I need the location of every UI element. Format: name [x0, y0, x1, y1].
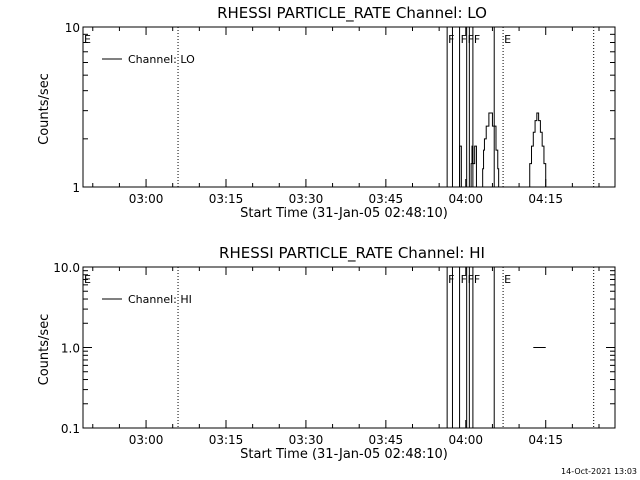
hi-y-axis-label: Counts/sec — [37, 314, 52, 386]
hi-chart-title: RHESSI PARTICLE_RATE Channel: HI — [219, 244, 485, 263]
lo-event-marker-label: F — [448, 33, 454, 46]
hi-x-axis-label: Start Time (31-Jan-05 02:48:10) — [240, 447, 448, 462]
lo-x-tick-label: 03:00 — [129, 192, 164, 206]
hi-event-marker-label: F — [461, 273, 467, 286]
lo-series-line — [457, 112, 547, 188]
lo-event-marker-label: F — [474, 33, 480, 46]
lo-x-tick-label: 03:30 — [289, 192, 324, 206]
hi-y-tick-label: 1.0 — [61, 342, 80, 356]
lo-y-axis-label: Counts/sec — [37, 73, 52, 145]
lo-plot-frame — [82, 26, 616, 188]
lo-x-tick-label: 04:00 — [448, 192, 483, 206]
lo-x-axis-label: Start Time (31-Jan-05 02:48:10) — [240, 206, 448, 221]
hi-x-tick-label: 03:15 — [209, 433, 244, 447]
hi-x-tick-label: 03:00 — [129, 433, 164, 447]
hi-y-tick-label: 0.1 — [61, 422, 80, 436]
lo-event-marker-label: F — [468, 33, 474, 46]
lo-chart-title: RHESSI PARTICLE_RATE Channel: LO — [217, 4, 487, 23]
hi-x-tick-label: 04:00 — [448, 433, 483, 447]
hi-edge-label: E — [84, 273, 91, 286]
lo-y-tick-label: 1 — [72, 181, 80, 195]
hi-x-tick-label: 03:30 — [289, 433, 324, 447]
lo-y-tick-label: 10 — [65, 21, 80, 35]
hi-event-marker-label: F — [468, 273, 474, 286]
lo-edge-label: E — [84, 33, 91, 46]
lo-legend-label: Channel: LO — [128, 53, 195, 66]
hi-x-tick-label: 04:15 — [528, 433, 563, 447]
hi-event-marker-label: F — [474, 273, 480, 286]
hi-legend-label: Channel: HI — [128, 293, 192, 306]
hi-y-tick-label: 10.0 — [53, 261, 80, 275]
hi-x-tick-label: 03:45 — [369, 433, 404, 447]
hi-event-marker-label: F — [448, 273, 454, 286]
footer-timestamp: 14-Oct-2021 13:03 — [561, 467, 637, 476]
lo-event-marker-label: E — [504, 33, 511, 46]
lo-x-tick-label: 04:15 — [528, 192, 563, 206]
lo-x-tick-label: 03:15 — [209, 192, 244, 206]
lo-event-marker-label: F — [461, 33, 467, 46]
lo-x-tick-label: 03:45 — [369, 192, 404, 206]
hi-event-marker-label: E — [504, 273, 511, 286]
